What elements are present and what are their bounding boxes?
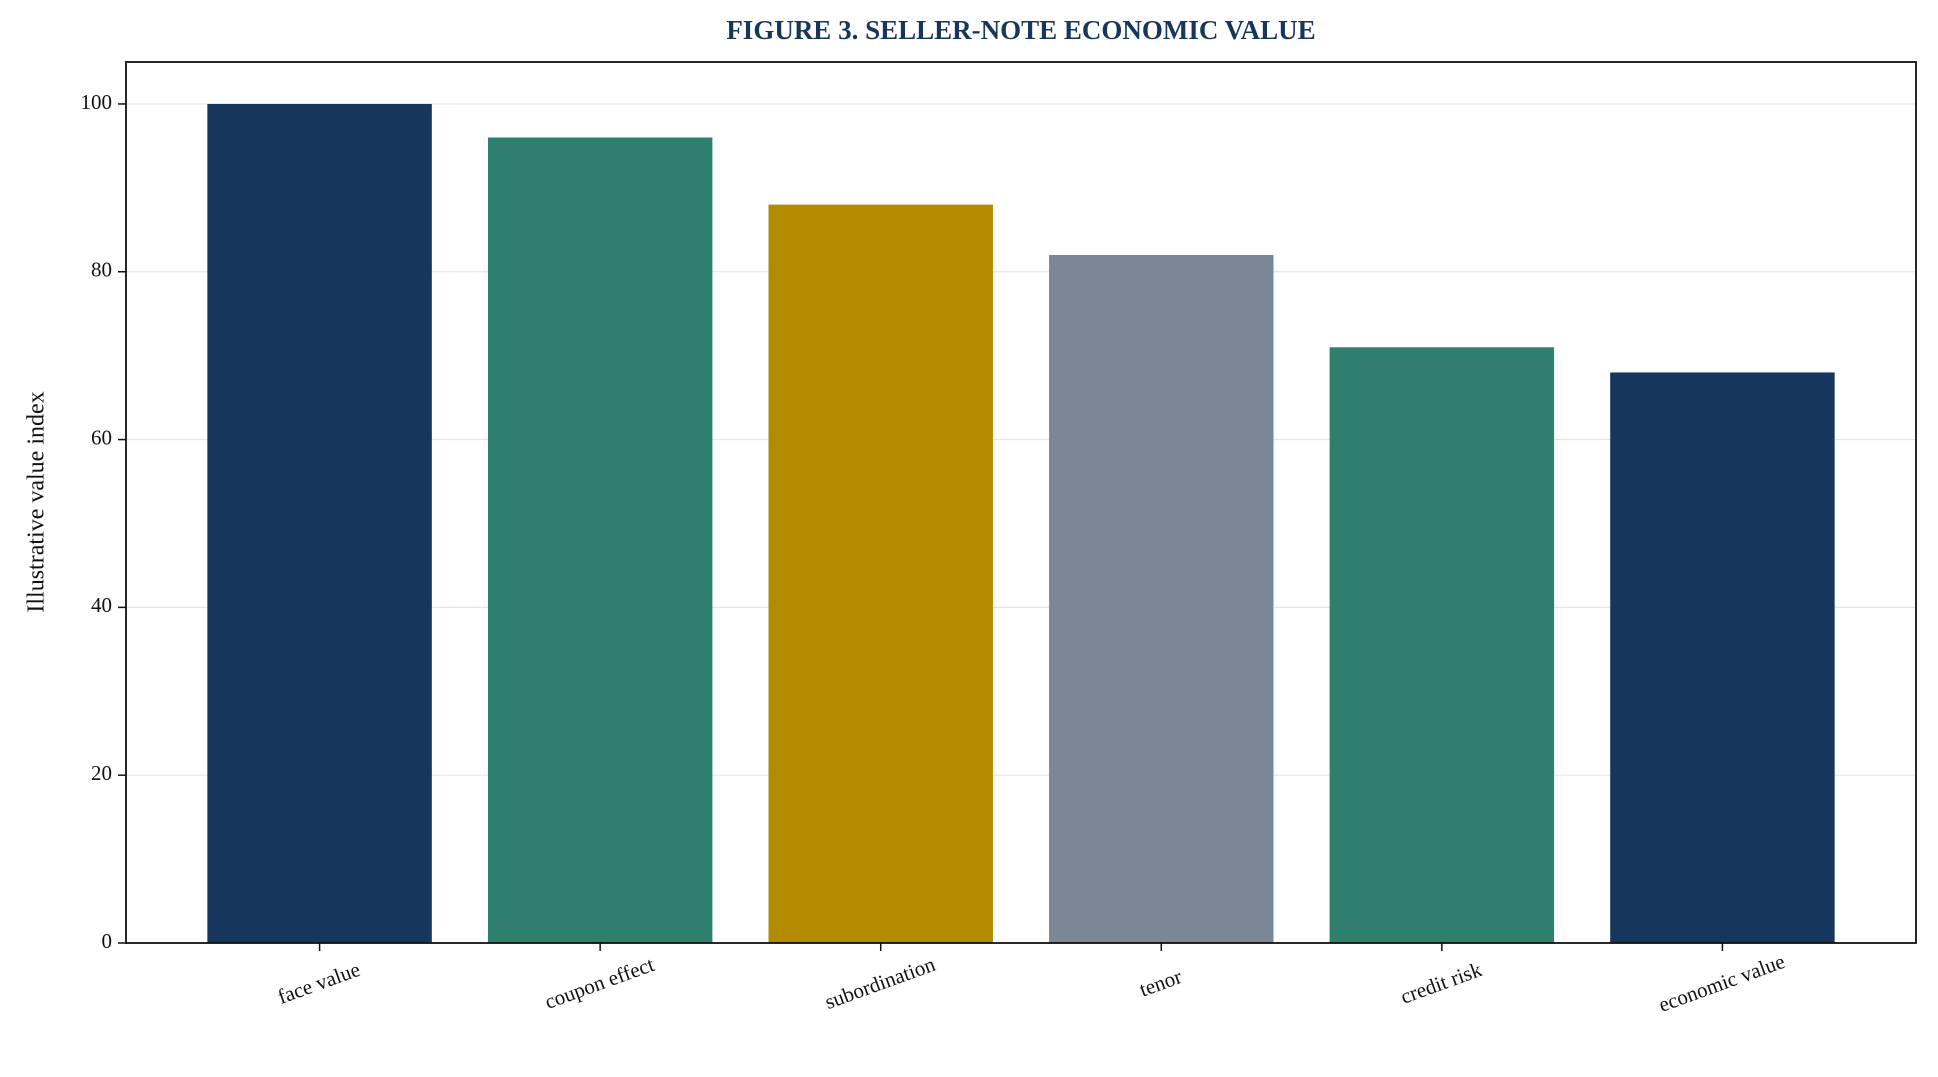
bar bbox=[768, 204, 993, 944]
y-tick-label: 80 bbox=[91, 258, 112, 282]
bar bbox=[1049, 254, 1274, 943]
x-tick-label: face value bbox=[274, 957, 363, 1009]
y-tick-label: 20 bbox=[91, 761, 112, 785]
y-tick-label: 40 bbox=[91, 593, 112, 617]
plot-frame bbox=[125, 61, 1917, 944]
x-tick-label: subordination bbox=[822, 952, 939, 1014]
x-tick-label: economic value bbox=[1655, 949, 1788, 1017]
bar bbox=[207, 103, 432, 943]
bar bbox=[487, 137, 713, 943]
x-tick-label: tenor bbox=[1136, 964, 1185, 1001]
x-tick-label: coupon effect bbox=[542, 952, 658, 1014]
y-tick-label: 100 bbox=[81, 90, 113, 114]
y-axis-label: Illustrative value index bbox=[24, 391, 50, 612]
chart-title: FIGURE 3. SELLER-NOTE ECONOMIC VALUE bbox=[726, 15, 1315, 45]
y-tick-label: 0 bbox=[102, 929, 113, 953]
y-tick-label: 60 bbox=[91, 425, 112, 449]
bar bbox=[1610, 372, 1835, 943]
x-tick-label: credit risk bbox=[1397, 957, 1485, 1009]
bar bbox=[1329, 347, 1555, 943]
